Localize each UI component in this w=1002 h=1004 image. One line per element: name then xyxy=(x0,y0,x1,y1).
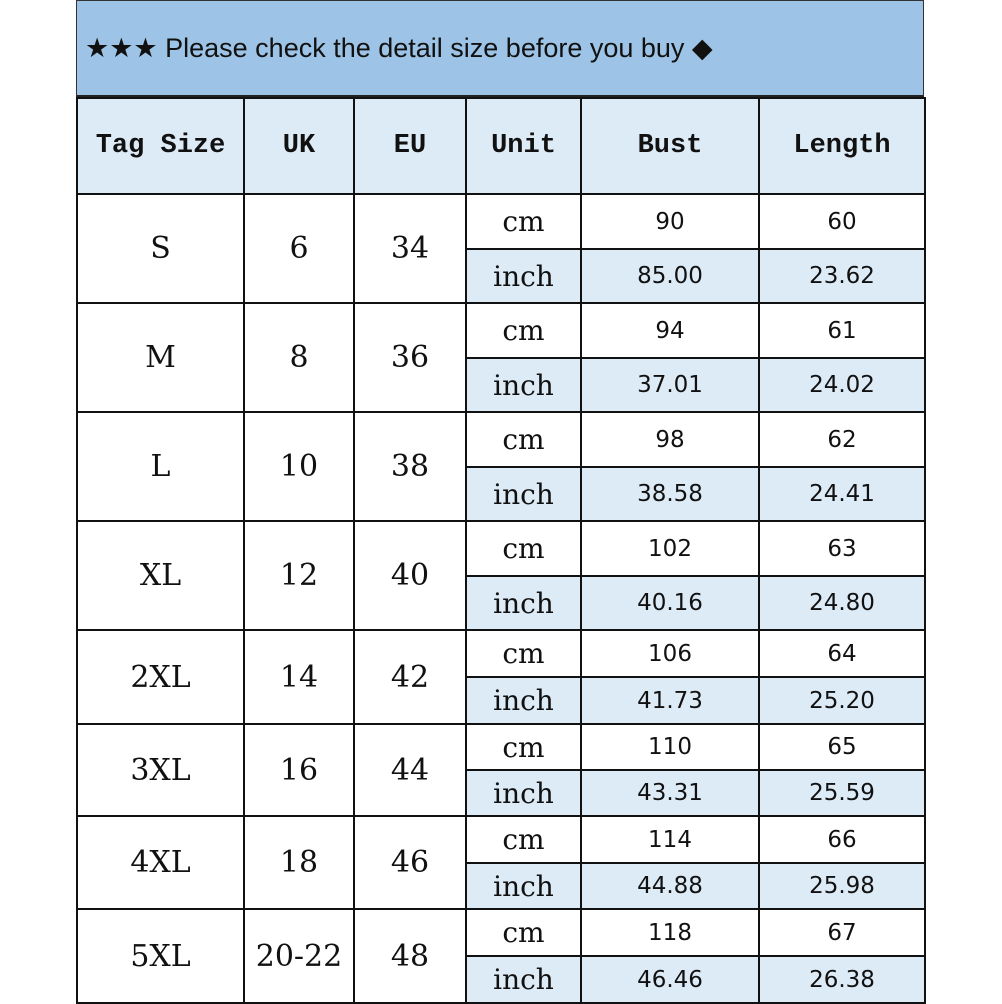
length-cell: 61 xyxy=(758,302,926,359)
size-row-cm: XL 12 40 cm 102 63 xyxy=(76,520,926,631)
size-row-inch: inch 38.58 24.41 xyxy=(77,466,926,522)
unit-cell: inch xyxy=(465,769,582,817)
length-cell: 26.38 xyxy=(758,955,926,1004)
unit-cell: inch xyxy=(465,466,582,522)
size-row-cm: 3XL 16 44 cm 110 65 xyxy=(76,723,926,817)
bust-cell: 118 xyxy=(580,908,760,957)
unit-cell: inch xyxy=(465,357,582,413)
bust-cell: 114 xyxy=(580,815,760,864)
bust-cell: 94 xyxy=(580,302,760,359)
size-row-inch: inch 41.73 25.20 xyxy=(77,676,926,725)
size-chart-title: ★★★ Please check the detail size before … xyxy=(76,0,924,97)
tag-size-cell: 3XL xyxy=(76,723,245,817)
header-tag-size: Tag Size xyxy=(76,97,245,195)
size-row-cm: S 6 34 cm 90 60 xyxy=(76,193,926,304)
uk-size-cell: 8 xyxy=(243,302,355,413)
tag-size-cell: L xyxy=(76,411,245,522)
size-row-inch: inch 44.88 25.98 xyxy=(77,862,926,910)
bust-cell: 46.46 xyxy=(580,955,760,1004)
eu-size-cell: 38 xyxy=(353,411,467,522)
unit-cell: cm xyxy=(465,193,582,250)
size-row-cm: 5XL 20-22 48 cm 118 67 xyxy=(76,908,926,1004)
unit-cell: inch xyxy=(465,676,582,725)
bust-cell: 106 xyxy=(580,629,760,678)
unit-cell: inch xyxy=(465,248,582,304)
header-bust: Bust xyxy=(580,97,760,195)
eu-size-cell: 44 xyxy=(353,723,467,817)
size-row-cm: M 8 36 cm 94 61 xyxy=(76,302,926,413)
unit-cell: cm xyxy=(465,520,582,577)
uk-size-cell: 6 xyxy=(243,193,355,304)
uk-size-cell: 16 xyxy=(243,723,355,817)
unit-cell: cm xyxy=(465,908,582,957)
bust-cell: 85.00 xyxy=(580,248,760,304)
unit-cell: cm xyxy=(465,629,582,678)
bust-cell: 41.73 xyxy=(580,676,760,725)
uk-size-cell: 10 xyxy=(243,411,355,522)
length-cell: 65 xyxy=(758,723,926,771)
header-unit: Unit xyxy=(465,97,582,195)
tag-size-cell: XL xyxy=(76,520,245,631)
length-cell: 24.80 xyxy=(758,575,926,631)
eu-size-cell: 48 xyxy=(353,908,467,1004)
unit-cell: cm xyxy=(465,302,582,359)
bust-cell: 40.16 xyxy=(580,575,760,631)
header-eu: EU xyxy=(353,97,467,195)
bust-cell: 110 xyxy=(580,723,760,771)
header-length: Length xyxy=(758,97,926,195)
length-cell: 25.98 xyxy=(758,862,926,910)
size-row-inch: inch 46.46 26.38 xyxy=(77,955,926,1004)
tag-size-cell: 4XL xyxy=(76,815,245,910)
bust-cell: 102 xyxy=(580,520,760,577)
tag-size-cell: 5XL xyxy=(76,908,245,1004)
eu-size-cell: 40 xyxy=(353,520,467,631)
uk-size-cell: 12 xyxy=(243,520,355,631)
length-cell: 62 xyxy=(758,411,926,468)
size-row-cm: L 10 38 cm 98 62 xyxy=(76,411,926,522)
unit-cell: cm xyxy=(465,815,582,864)
size-row-cm: 4XL 18 46 cm 114 66 xyxy=(76,815,926,910)
length-cell: 60 xyxy=(758,193,926,250)
length-cell: 67 xyxy=(758,908,926,957)
bust-cell: 38.58 xyxy=(580,466,760,522)
size-row-inch: inch 40.16 24.80 xyxy=(77,575,926,631)
size-table: Tag Size UK EU Unit Bust Length S 6 34 cm 90… xyxy=(76,97,926,1004)
length-cell: 64 xyxy=(758,629,926,678)
size-row-cm: 2XL 14 42 cm 106 64 xyxy=(76,629,926,725)
uk-size-cell: 20-22 xyxy=(243,908,355,1004)
unit-cell: cm xyxy=(465,723,582,771)
eu-size-cell: 46 xyxy=(353,815,467,910)
eu-size-cell: 42 xyxy=(353,629,467,725)
length-cell: 25.20 xyxy=(758,676,926,725)
bust-cell: 44.88 xyxy=(580,862,760,910)
length-cell: 25.59 xyxy=(758,769,926,817)
uk-size-cell: 14 xyxy=(243,629,355,725)
length-cell: 23.62 xyxy=(758,248,926,304)
tag-size-cell: M xyxy=(76,302,245,413)
length-cell: 24.41 xyxy=(758,466,926,522)
unit-cell: inch xyxy=(465,955,582,1004)
size-row-inch: inch 85.00 23.62 xyxy=(77,248,926,304)
eu-size-cell: 34 xyxy=(353,193,467,304)
unit-cell: inch xyxy=(465,575,582,631)
tag-size-cell: 2XL xyxy=(76,629,245,725)
length-cell: 63 xyxy=(758,520,926,577)
bust-cell: 37.01 xyxy=(580,357,760,413)
header-row: Tag Size UK EU Unit Bust Length xyxy=(76,97,926,195)
size-row-inch: inch 43.31 25.59 xyxy=(77,769,926,817)
size-row-inch: inch 37.01 24.02 xyxy=(77,357,926,413)
eu-size-cell: 36 xyxy=(353,302,467,413)
bust-cell: 98 xyxy=(580,411,760,468)
uk-size-cell: 18 xyxy=(243,815,355,910)
bust-cell: 90 xyxy=(580,193,760,250)
tag-size-cell: S xyxy=(76,193,245,304)
length-cell: 24.02 xyxy=(758,357,926,413)
length-cell: 66 xyxy=(758,815,926,864)
bust-cell: 43.31 xyxy=(580,769,760,817)
size-chart: ★★★ Please check the detail size before … xyxy=(76,0,926,1004)
unit-cell: inch xyxy=(465,862,582,910)
header-uk: UK xyxy=(243,97,355,195)
unit-cell: cm xyxy=(465,411,582,468)
